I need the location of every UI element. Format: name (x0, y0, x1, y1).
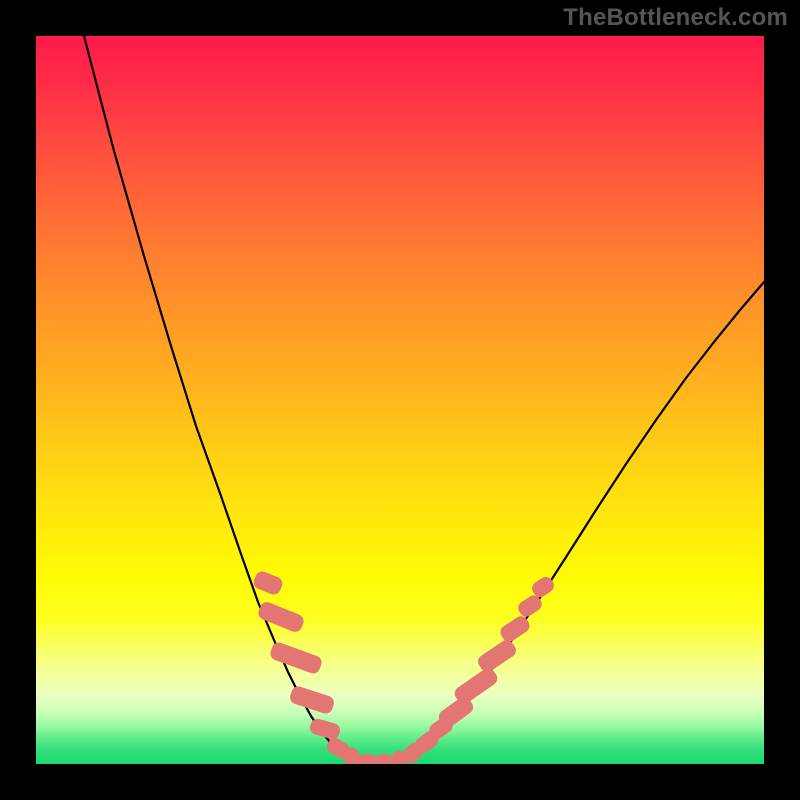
curve-marker (375, 754, 393, 764)
curve-marker (359, 754, 377, 764)
chart-svg (36, 36, 764, 764)
watermark-text: TheBottleneck.com (563, 4, 788, 32)
gradient-background (36, 36, 764, 764)
